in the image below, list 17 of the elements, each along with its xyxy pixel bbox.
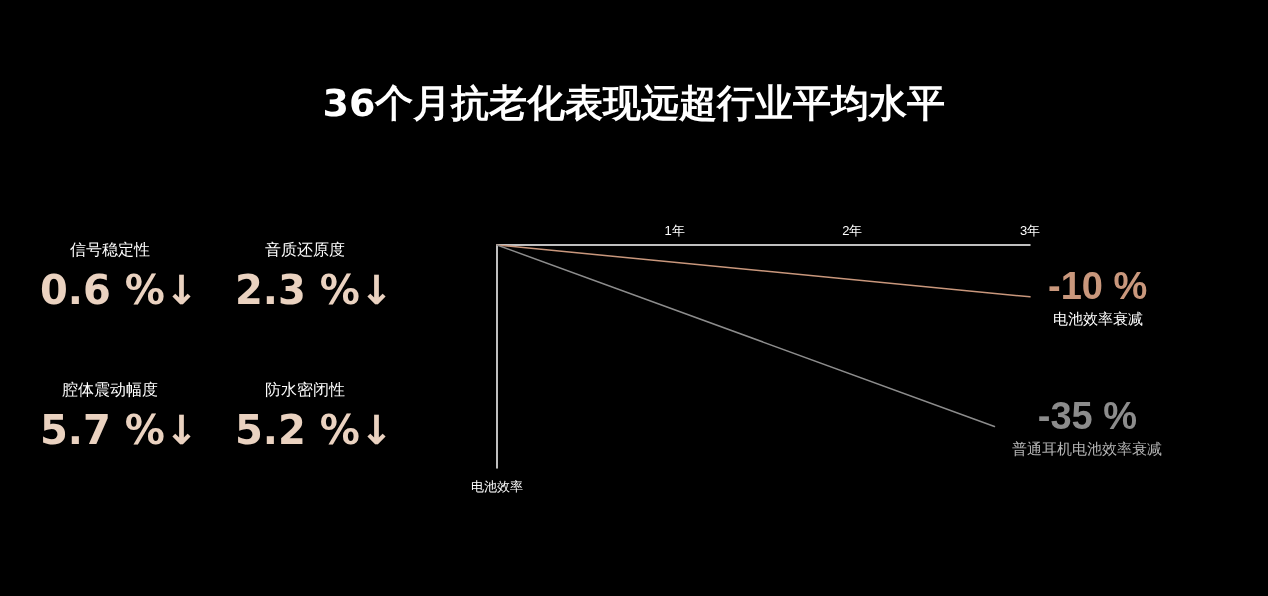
text: 音质还原度 [264, 240, 346, 261]
text: 2.3 %↓ [235, 267, 394, 313]
chart-title: 36个月抗老化表现远超行业平均水平 [321, 80, 947, 127]
series-label: 电池效率衰减 [1052, 310, 1143, 328]
data-label: -10 % [1047, 265, 1148, 308]
x-tick-label: 2年 [842, 223, 863, 238]
text: 腔体震动幅度 [61, 380, 159, 401]
x-tick-label: 3年 [1019, 223, 1041, 238]
text: 0.6 %↓ [40, 267, 199, 313]
text: 5.2 %↓ [235, 407, 394, 453]
text: 5.7 %↓ [40, 407, 199, 453]
y-axis-title: 电池效率 [471, 479, 523, 494]
series-label: 普通耳机电池效率衰减 [1012, 440, 1163, 458]
x-tick-label: 1年 [664, 223, 685, 238]
data-label: -35 % [1037, 395, 1138, 438]
text: 信号稳定性 [69, 240, 151, 261]
text: 防水密闭性 [264, 380, 346, 401]
